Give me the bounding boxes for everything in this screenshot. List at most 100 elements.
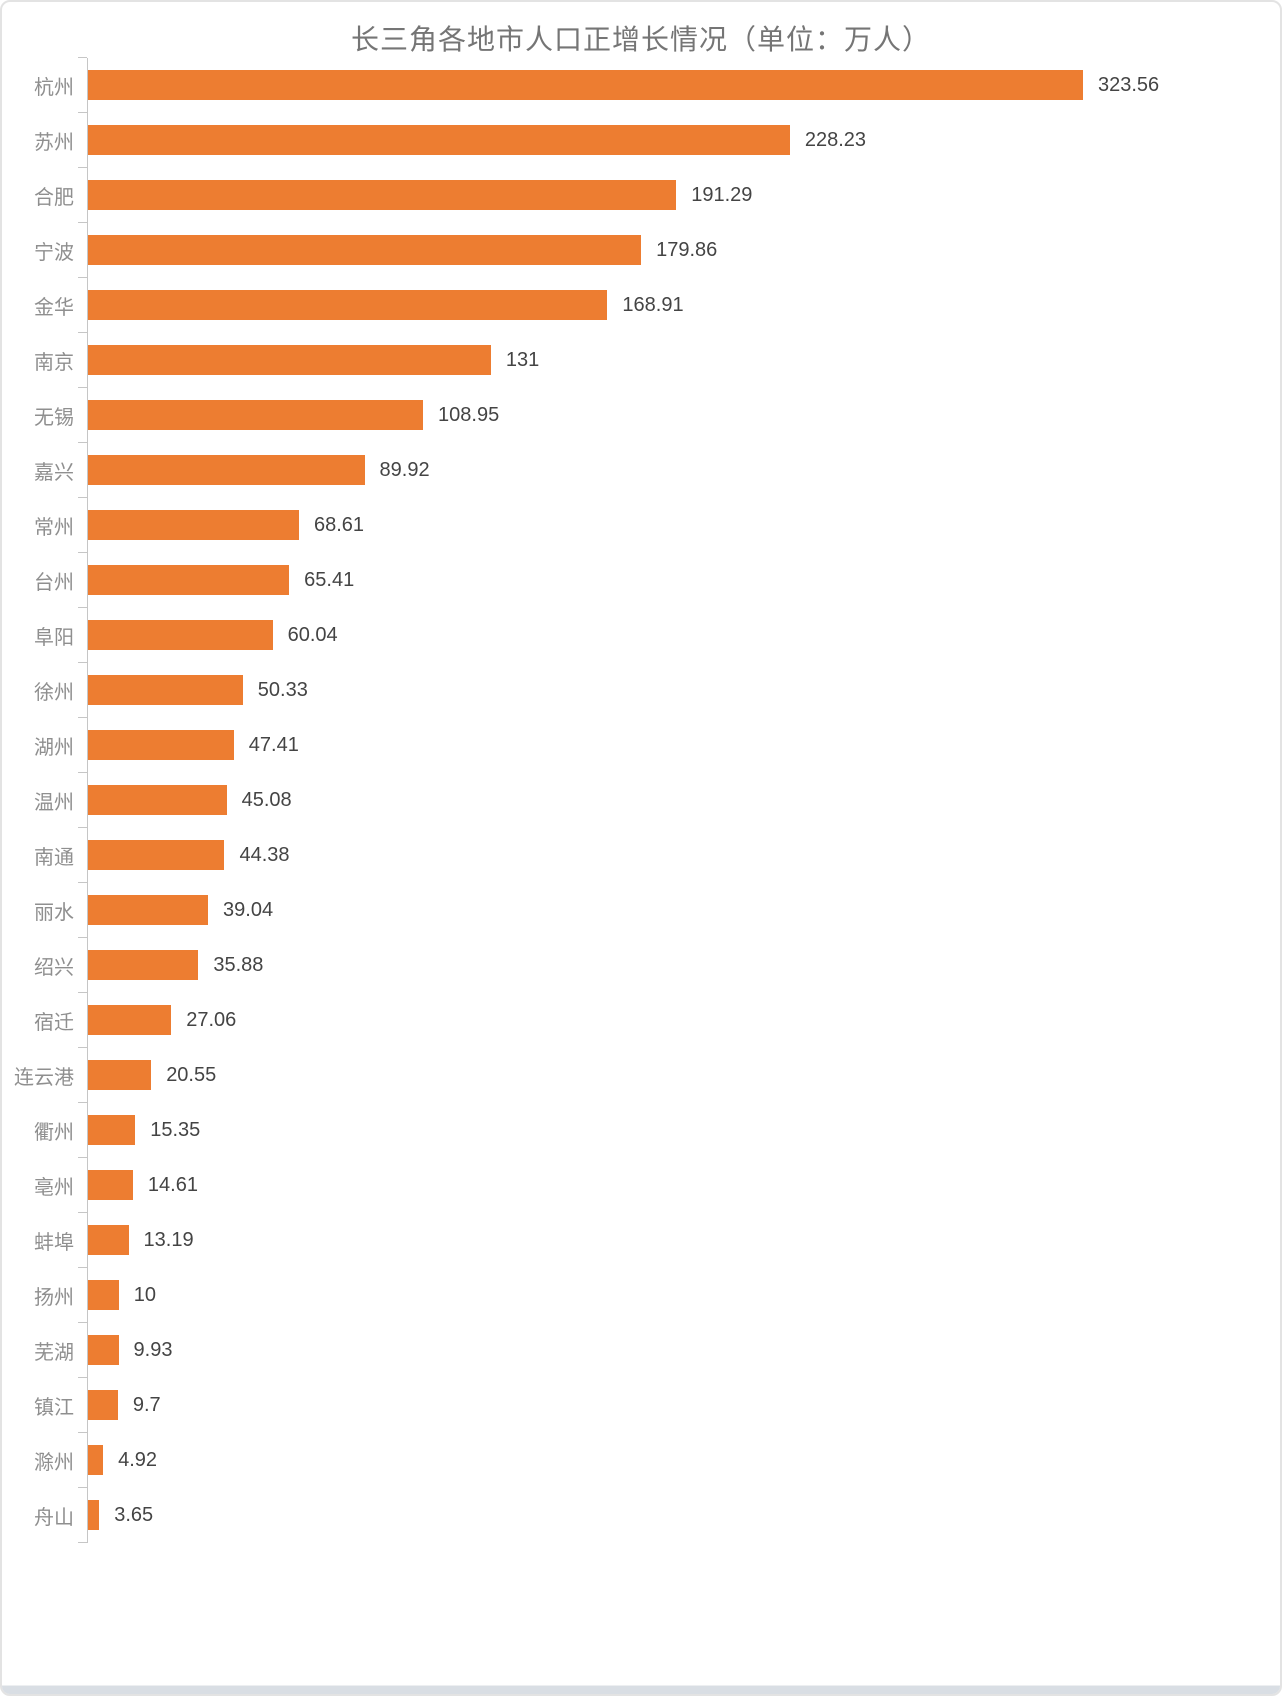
bar — [88, 950, 199, 980]
bottom-band — [2, 1685, 1280, 1694]
category-label: 常州 — [34, 517, 74, 539]
bar — [88, 290, 608, 320]
bar — [88, 1445, 104, 1475]
bar-track: 179.86 — [78, 222, 1280, 278]
category-label: 舟山 — [34, 1507, 74, 1529]
value-label: 9.7 — [132, 1394, 161, 1416]
bar-row: 舟山 3.65 — [2, 1487, 1280, 1543]
bar-row: 蚌埠 13.19 — [2, 1212, 1280, 1268]
bar-track: 47.41 — [78, 717, 1280, 773]
bar — [88, 785, 227, 815]
bar — [88, 1170, 133, 1200]
category-label: 阜阳 — [34, 627, 74, 649]
bar — [88, 125, 790, 155]
bar-track: 191.29 — [78, 167, 1280, 223]
bar — [88, 840, 225, 870]
bar-track: 4.92 — [78, 1432, 1280, 1488]
bar-row: 南通 44.38 — [2, 827, 1280, 883]
bar-row: 台州 65.41 — [2, 552, 1280, 608]
category-label: 南京 — [34, 352, 74, 374]
category-label: 南通 — [34, 847, 74, 869]
category-label: 镇江 — [34, 1397, 74, 1419]
category-label: 衢州 — [34, 1122, 74, 1144]
bar-track: 323.56 — [78, 57, 1280, 113]
bar — [88, 1390, 118, 1420]
bar-track: 89.92 — [78, 442, 1280, 498]
bar — [88, 510, 299, 540]
bar — [88, 235, 642, 265]
value-label: 44.38 — [239, 844, 290, 866]
bar-row: 丽水 39.04 — [2, 882, 1280, 938]
category-label: 丽水 — [34, 902, 74, 924]
bar-track: 10 — [78, 1267, 1280, 1323]
bar-track: 27.06 — [78, 992, 1280, 1048]
value-label: 14.61 — [147, 1174, 198, 1196]
bar-row: 湖州 47.41 — [2, 717, 1280, 773]
bar-track: 68.61 — [78, 497, 1280, 553]
bar — [88, 70, 1083, 100]
category-label: 徐州 — [34, 682, 74, 704]
value-label: 168.91 — [622, 294, 684, 316]
bar-track: 65.41 — [78, 552, 1280, 608]
bar-track: 228.23 — [78, 112, 1280, 168]
value-label: 68.61 — [313, 514, 365, 536]
bar-row: 绍兴 35.88 — [2, 937, 1280, 993]
bar-row: 宁波 179.86 — [2, 222, 1280, 278]
bar-row: 苏州 228.23 — [2, 112, 1280, 168]
category-label: 亳州 — [34, 1177, 74, 1199]
bar — [88, 1280, 119, 1310]
bar-row: 金华 168.91 — [2, 277, 1280, 333]
category-label: 杭州 — [34, 77, 74, 99]
category-label: 连云港 — [14, 1067, 74, 1089]
value-label: 179.86 — [656, 239, 718, 261]
category-label: 台州 — [34, 572, 74, 594]
bar-row: 常州 68.61 — [2, 497, 1280, 553]
bar-row: 亳州 14.61 — [2, 1157, 1280, 1213]
category-label: 金华 — [34, 297, 74, 319]
bar — [88, 565, 290, 595]
value-label: 13.19 — [143, 1229, 194, 1251]
bar-track: 131 — [78, 332, 1280, 388]
value-label: 4.92 — [118, 1449, 158, 1471]
bar-row: 宿迁 27.06 — [2, 992, 1280, 1048]
bar — [88, 400, 424, 430]
value-label: 10 — [133, 1284, 156, 1306]
bar-track: 39.04 — [78, 882, 1280, 938]
bar-track: 15.35 — [78, 1102, 1280, 1158]
bar — [88, 1005, 172, 1035]
bar — [88, 1115, 136, 1145]
bar — [88, 730, 234, 760]
bar-row: 温州 45.08 — [2, 772, 1280, 828]
chart-title: 长三角各地市人口正增长情况（单位：万人） — [350, 25, 931, 56]
category-label: 合肥 — [34, 187, 74, 209]
bar-row: 无锡 108.95 — [2, 387, 1280, 443]
value-label: 65.41 — [304, 569, 355, 591]
value-label: 50.33 — [257, 679, 308, 701]
category-label: 宁波 — [34, 242, 74, 264]
value-label: 191.29 — [691, 184, 753, 206]
value-label: 9.93 — [133, 1339, 173, 1361]
bar — [88, 180, 677, 210]
bar-track: 50.33 — [78, 662, 1280, 718]
bar — [88, 1225, 129, 1255]
bar-track: 20.55 — [78, 1047, 1280, 1103]
bar-track: 3.65 — [78, 1487, 1280, 1543]
bar — [88, 1060, 152, 1090]
value-label: 15.35 — [150, 1119, 201, 1141]
value-label: 89.92 — [379, 459, 430, 481]
category-label: 宿迁 — [34, 1012, 74, 1034]
bar-row: 嘉兴 89.92 — [2, 442, 1280, 498]
category-label: 苏州 — [34, 132, 74, 154]
bar-track: 60.04 — [78, 607, 1280, 663]
value-label: 323.56 — [1098, 74, 1160, 96]
bar-track: 44.38 — [78, 827, 1280, 883]
value-label: 3.65 — [114, 1504, 154, 1526]
value-label: 45.08 — [241, 789, 292, 811]
bar — [88, 345, 491, 375]
bar — [88, 1335, 119, 1365]
value-label: 27.06 — [186, 1009, 237, 1031]
bar — [88, 620, 273, 650]
bar-row: 芜湖 9.93 — [2, 1322, 1280, 1378]
bar-row: 镇江 9.7 — [2, 1377, 1280, 1433]
